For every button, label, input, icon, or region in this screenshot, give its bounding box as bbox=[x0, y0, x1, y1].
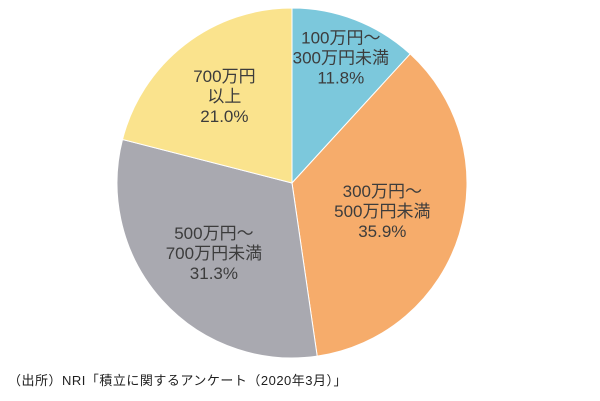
pie-slice-label-1: 300万円〜 500万円未満 35.9% bbox=[334, 182, 430, 241]
pie-slice-0 bbox=[291, 7, 411, 184]
pie-slice-2 bbox=[116, 138, 318, 359]
pie-slice-1 bbox=[291, 53, 468, 357]
pie-slice-label-3: 700万円以上 21.0% bbox=[193, 67, 255, 126]
source-citation: （出所）NRI「積立に関するアンケート（2020年3月）」 bbox=[8, 373, 348, 388]
pie-slice-label-0: 100万円〜 300万円未満 11.8% bbox=[293, 28, 389, 87]
pie-slice-label-2: 500万円〜 700万円未満 31.3% bbox=[166, 224, 262, 283]
pie-slice-3 bbox=[122, 7, 293, 184]
